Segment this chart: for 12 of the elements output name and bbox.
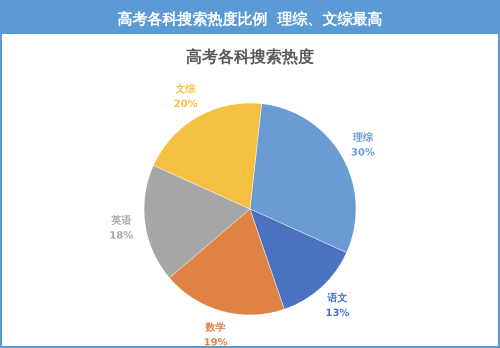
data-label: 13% bbox=[326, 308, 350, 320]
data-label: 19% bbox=[204, 337, 228, 348]
slice-label: 理综 bbox=[352, 132, 374, 144]
chart-title: 高考各科搜索热度比例 理综、文综最高 bbox=[117, 10, 383, 28]
slice-label: 语文 bbox=[326, 292, 348, 304]
slice-label: 数学 bbox=[204, 321, 226, 334]
data-label: 20% bbox=[174, 99, 198, 110]
chart-subtitle: 高考各科搜索热度 bbox=[186, 47, 314, 66]
slice-label: 文综 bbox=[174, 83, 197, 96]
slice-label: 英语 bbox=[110, 214, 132, 226]
data-label: 30% bbox=[350, 148, 375, 159]
data-label: 18% bbox=[109, 230, 134, 242]
